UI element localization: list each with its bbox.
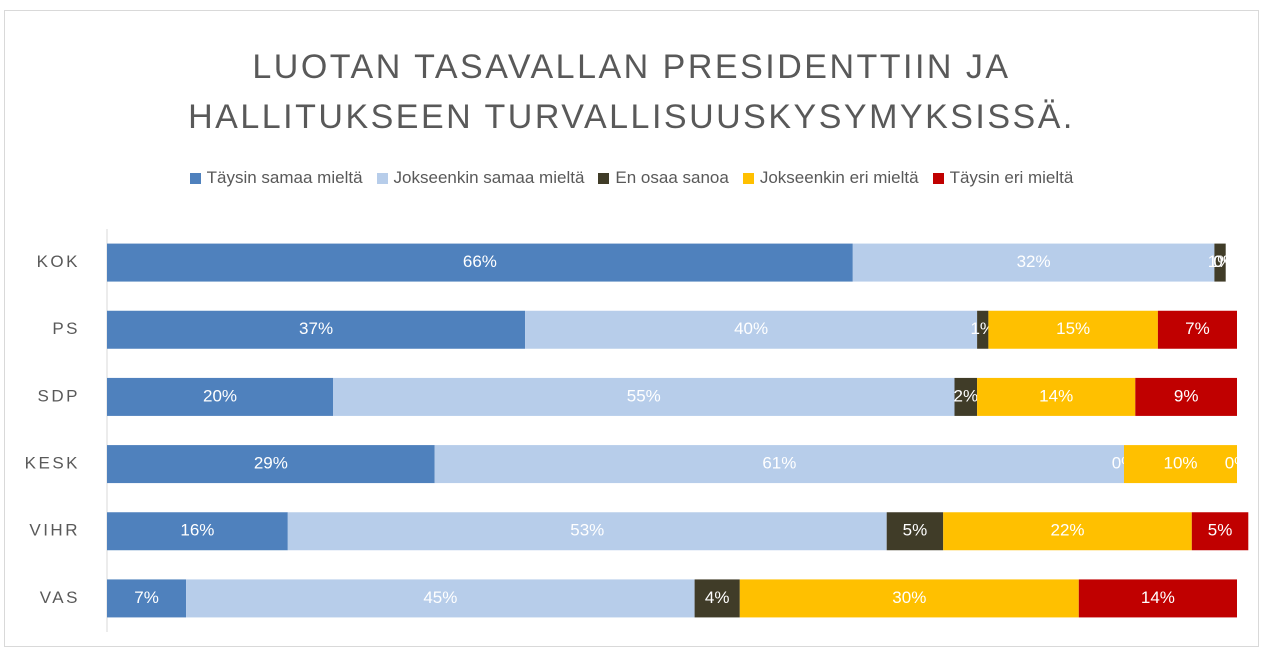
bar-segment — [852, 243, 1215, 282]
bar-segment — [107, 377, 333, 416]
y-tick-label: KESK — [25, 454, 80, 473]
legend-swatch — [376, 172, 388, 184]
data-label: 66% — [463, 252, 497, 271]
bar-segment — [1157, 310, 1237, 349]
legend-item: Täysin eri mieltä — [932, 168, 1074, 188]
data-label: 14% — [1039, 386, 1073, 405]
bar-segment — [694, 579, 740, 618]
bar-segment — [287, 512, 887, 551]
data-label: 40% — [734, 319, 768, 338]
bar-segment — [943, 512, 1192, 551]
chart-frame — [4, 10, 1259, 647]
legend-label: Täysin samaa mieltä — [206, 168, 363, 187]
y-tick-label: SDP — [38, 386, 80, 405]
data-label: 1% — [1208, 252, 1233, 271]
data-label: 30% — [892, 588, 926, 607]
data-label: 45% — [423, 588, 457, 607]
data-label: 4% — [705, 588, 730, 607]
legend-swatch — [742, 172, 754, 184]
data-label: 61% — [762, 454, 796, 473]
bar-segment — [1124, 445, 1237, 484]
chart-title: LUOTAN TASAVALLAN PRESIDENTTIIN JA HALLI… — [0, 42, 1263, 142]
bar-segment — [1191, 512, 1249, 551]
legend-label: Jokseenkin samaa mieltä — [393, 168, 585, 187]
legend-label: Täysin eri mieltä — [949, 168, 1074, 187]
bar-segment — [954, 377, 978, 416]
legend-swatch — [932, 172, 944, 184]
bar-segment — [977, 310, 989, 349]
bar-segment — [1135, 377, 1237, 416]
y-tick-label: PS — [52, 319, 80, 338]
data-label: 15% — [1056, 319, 1090, 338]
legend-item: Jokseenkin eri mieltä — [742, 168, 919, 188]
data-label: 0% — [1225, 454, 1250, 473]
data-label: 20% — [203, 386, 237, 405]
title-line: HALLITUKSEEN TURVALLISUUSKYSYMYKSISSÄ. — [188, 98, 1075, 136]
y-tick-label: VIHR — [29, 521, 80, 540]
data-label: 7% — [134, 588, 159, 607]
bar-segment — [886, 512, 944, 551]
bar-segment — [107, 243, 853, 282]
bar-segment — [739, 579, 1079, 618]
data-label: 2% — [954, 386, 979, 405]
bar-segment — [988, 310, 1158, 349]
legend-item: Täysin samaa mieltä — [189, 168, 363, 188]
legend-item: En osaa sanoa — [598, 168, 729, 188]
bar-segment — [434, 445, 1124, 484]
title-line: LUOTAN TASAVALLAN PRESIDENTTIIN JA — [252, 48, 1011, 86]
bar-segment — [107, 579, 187, 618]
legend-label: Jokseenkin eri mieltä — [759, 168, 919, 187]
bar-segment — [107, 310, 526, 349]
data-label: 53% — [570, 521, 604, 540]
data-label: 14% — [1141, 588, 1175, 607]
bar-segment — [1214, 243, 1226, 282]
bar-segment — [525, 310, 978, 349]
bar-segment — [1078, 579, 1237, 618]
data-label: 10% — [1163, 454, 1197, 473]
data-label: 5% — [1208, 521, 1233, 540]
data-label: 0% — [1213, 252, 1238, 271]
data-label: 0% — [1213, 252, 1238, 271]
y-tick-label: VAS — [40, 588, 80, 607]
legend-label: En osaa sanoa — [615, 168, 729, 187]
bar-segment — [107, 512, 288, 551]
data-label: 16% — [180, 521, 214, 540]
legend-swatch — [189, 172, 201, 184]
bar-segment — [186, 579, 695, 618]
data-label: 9% — [1174, 386, 1199, 405]
data-label: 37% — [299, 319, 333, 338]
data-label: 32% — [1017, 252, 1051, 271]
data-label: 5% — [903, 521, 928, 540]
data-label: 55% — [627, 386, 661, 405]
data-label: 29% — [254, 454, 288, 473]
y-tick-label: KOK — [37, 252, 80, 271]
legend-item: Jokseenkin samaa mieltä — [376, 168, 585, 188]
data-label: 22% — [1050, 521, 1084, 540]
bar-segment — [333, 377, 955, 416]
legend-swatch — [598, 172, 610, 184]
bar-segment — [977, 377, 1136, 416]
data-label: 7% — [1185, 319, 1210, 338]
bar-segment — [107, 445, 435, 484]
legend: Täysin samaa mieltä Jokseenkin samaa miel… — [0, 168, 1263, 188]
